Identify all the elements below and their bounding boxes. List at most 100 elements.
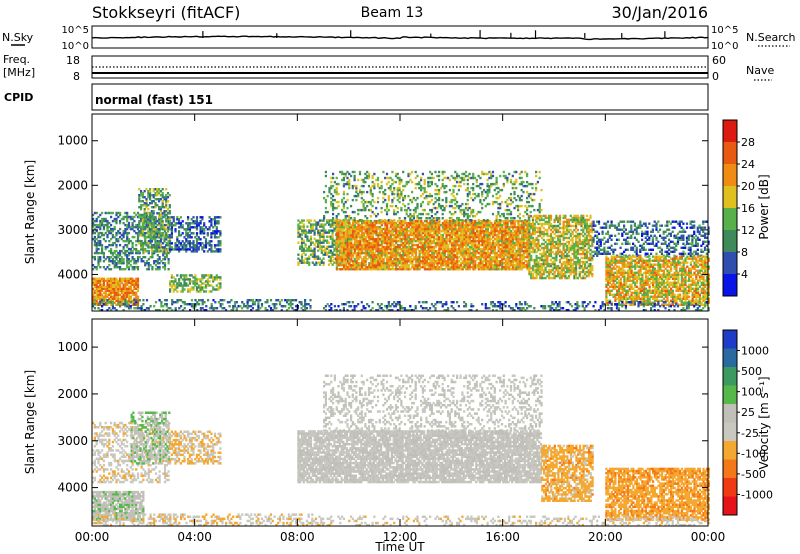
nsearch-tick-top-right: 10^5 — [711, 25, 738, 36]
data-cell — [176, 290, 178, 292]
data-cell — [291, 303, 293, 305]
data-cell — [147, 242, 149, 244]
data-cell — [284, 305, 286, 307]
data-cell — [151, 244, 153, 246]
date-label: 30/Jan/2016 — [611, 3, 708, 22]
data-cell — [323, 219, 325, 221]
data-cell — [182, 224, 184, 226]
data-cell — [166, 299, 168, 301]
data-cell — [144, 212, 146, 214]
data-cell — [203, 222, 205, 224]
data-cell — [154, 216, 156, 218]
data-cell — [221, 303, 223, 305]
data-cell — [229, 305, 231, 307]
nave-label: Nave — [746, 64, 774, 77]
data-cell — [270, 299, 272, 301]
data-cell — [196, 216, 198, 218]
data-cell — [144, 248, 146, 250]
data-cell — [174, 278, 176, 280]
data-cell — [218, 220, 220, 222]
nsky-trace — [92, 36, 708, 39]
data-cell — [169, 228, 171, 230]
data-cell — [310, 236, 312, 238]
data-cell — [142, 303, 144, 305]
data-cell — [304, 299, 306, 301]
freq-tick-top: 18 — [66, 54, 80, 67]
data-cell — [166, 254, 168, 256]
nave-tick-top: 60 — [712, 54, 726, 67]
data-cell — [110, 216, 112, 218]
data-cell — [201, 216, 203, 218]
data-cell — [275, 303, 277, 305]
data-cell — [192, 216, 194, 218]
data-cell — [162, 188, 164, 190]
data-cell — [180, 216, 182, 218]
data-cell — [205, 305, 207, 307]
data-cell — [261, 303, 263, 305]
data-cell — [108, 264, 110, 266]
data-cell — [182, 220, 184, 222]
data-cell — [101, 244, 103, 246]
data-cell — [295, 299, 297, 301]
data-cell — [210, 246, 212, 248]
data-cell — [300, 301, 302, 303]
data-cell — [310, 219, 312, 221]
data-cell — [96, 212, 98, 214]
data-cell — [146, 299, 148, 301]
cpid-value: normal (fast) 151 — [95, 93, 213, 107]
data-cell — [99, 256, 101, 258]
nsky-tick-top-left: 10^5 — [62, 25, 89, 36]
data-cell — [306, 225, 308, 227]
data-cell — [149, 188, 151, 190]
data-cell — [164, 262, 166, 264]
data-cell — [133, 220, 135, 222]
data-cell — [97, 248, 99, 250]
data-cell — [207, 232, 209, 234]
data-cell — [159, 256, 161, 258]
nsearch-tick-bottom-right: 10^0 — [711, 41, 738, 52]
data-cell — [169, 194, 171, 196]
data-cell — [194, 274, 196, 276]
data-cell — [154, 238, 156, 240]
data-cell — [203, 250, 205, 252]
data-cell — [174, 228, 176, 230]
data-cell — [114, 226, 116, 228]
data-cell — [323, 258, 325, 260]
data-cell — [153, 210, 155, 212]
data-cell — [155, 301, 157, 303]
data-cell — [192, 232, 194, 234]
data-cell — [99, 240, 101, 242]
station-title: Stokkseyri (fitACF) — [92, 3, 240, 22]
data-cell — [173, 216, 175, 218]
data-cell — [162, 220, 164, 222]
data-cell — [147, 250, 149, 252]
data-cell — [198, 246, 200, 248]
data-cell — [159, 266, 161, 268]
data-cell — [110, 268, 112, 270]
data-cell — [132, 242, 134, 244]
data-cell — [126, 212, 128, 214]
data-cell — [138, 214, 140, 216]
data-cell — [128, 222, 130, 224]
data-cell — [126, 301, 128, 303]
data-cell — [137, 278, 139, 280]
data-cell — [205, 238, 207, 240]
data-cell — [205, 246, 207, 248]
data-cell — [142, 299, 144, 301]
data-cell — [119, 244, 121, 246]
data-cell — [305, 254, 307, 256]
data-cell — [115, 244, 117, 246]
nave-tick-bottom: 0 — [712, 70, 719, 83]
data-cell — [178, 230, 180, 232]
data-cell — [163, 246, 165, 248]
data-cell — [119, 220, 121, 222]
data-cell — [210, 244, 212, 246]
data-cell — [236, 301, 238, 303]
data-cell — [205, 290, 207, 292]
data-cell — [105, 240, 107, 242]
data-cell — [180, 305, 182, 307]
data-cell — [266, 299, 268, 301]
power-heatmap — [92, 171, 710, 312]
data-cell — [169, 216, 171, 218]
data-cell — [252, 307, 254, 309]
